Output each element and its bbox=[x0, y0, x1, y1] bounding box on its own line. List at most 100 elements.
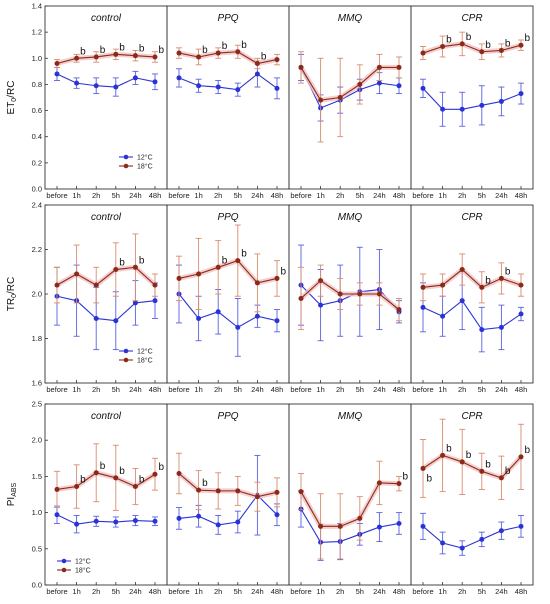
series-warm bbox=[176, 452, 280, 512]
y-tick-label: 0.5 bbox=[32, 544, 42, 553]
x-tick-label: 48h bbox=[393, 385, 406, 394]
data-point bbox=[235, 488, 241, 494]
panel-control: control before 1h 2h 5h 24h 48h b b b b b 12°C18°C bbox=[44, 403, 168, 596]
data-point bbox=[152, 298, 158, 304]
x-tick-label: before bbox=[168, 191, 189, 200]
panel-mmq: MMQ before 1h 2h 5h 24h 48h bbox=[288, 5, 412, 200]
data-point bbox=[132, 484, 138, 490]
y-tick-label: 1.5 bbox=[32, 472, 42, 481]
significance-marker: b bbox=[261, 52, 267, 63]
significance-marker: b bbox=[403, 472, 409, 483]
x-tick-label: before bbox=[168, 587, 189, 596]
data-point bbox=[196, 315, 202, 321]
data-point bbox=[357, 291, 363, 297]
data-point bbox=[196, 83, 202, 89]
series-line bbox=[422, 43, 522, 54]
y-axis-label-main: TR bbox=[6, 298, 17, 311]
data-point bbox=[254, 280, 260, 286]
panel-title: CPR bbox=[461, 411, 482, 422]
data-point bbox=[518, 311, 524, 317]
x-tick-label: 2h bbox=[92, 385, 100, 394]
data-point bbox=[318, 302, 324, 308]
x-tick-label: 24h bbox=[495, 191, 508, 200]
series-warm bbox=[420, 253, 524, 304]
x-tick-label: 48h bbox=[149, 385, 162, 394]
y-axis-label-rest: /RC bbox=[6, 81, 17, 98]
data-point bbox=[254, 313, 260, 319]
series-warm bbox=[176, 224, 280, 313]
x-tick-label: before bbox=[412, 191, 433, 200]
x-tick-label: 48h bbox=[393, 587, 406, 596]
legend-label: 12°C bbox=[75, 558, 91, 566]
significance-marker: b bbox=[159, 45, 165, 56]
x-tick-label: 24h bbox=[373, 385, 386, 394]
data-point bbox=[298, 489, 304, 495]
x-tick-label: 5h bbox=[356, 191, 364, 200]
significance-marker: b bbox=[119, 42, 125, 53]
y-axis-label: TR0/RC bbox=[6, 277, 18, 311]
data-point bbox=[440, 313, 446, 319]
data-point bbox=[479, 284, 485, 290]
data-point bbox=[113, 51, 119, 57]
legend-label: 18°C bbox=[75, 567, 91, 575]
series-line bbox=[56, 514, 156, 525]
series-line bbox=[178, 494, 278, 526]
significance-marker: b bbox=[119, 258, 125, 269]
data-point bbox=[459, 298, 465, 304]
data-point bbox=[235, 87, 241, 93]
data-point bbox=[440, 540, 446, 546]
data-point bbox=[479, 536, 485, 542]
data-point bbox=[74, 55, 80, 61]
y-axis-label-rest: /RC bbox=[6, 277, 17, 294]
series-line bbox=[422, 87, 522, 110]
data-point bbox=[498, 475, 504, 481]
data-point bbox=[176, 50, 182, 56]
data-point bbox=[215, 50, 221, 56]
series-cold bbox=[176, 60, 280, 100]
x-tick-label: 5h bbox=[478, 385, 486, 394]
y-axis-label-subscript: 0 bbox=[11, 98, 18, 102]
series-line bbox=[56, 295, 156, 322]
x-tick-label: before bbox=[46, 587, 67, 596]
significance-marker: b bbox=[80, 475, 86, 486]
y-tick-label: 2.2 bbox=[32, 245, 42, 254]
series-line bbox=[56, 53, 156, 65]
x-tick-label: 2h bbox=[458, 191, 466, 200]
x-tick-label: 1h bbox=[438, 587, 446, 596]
x-tick-label: 24h bbox=[251, 385, 264, 394]
y-tick-label: 1.0 bbox=[32, 508, 42, 517]
data-point bbox=[196, 487, 202, 493]
x-tick-label: 24h bbox=[129, 385, 142, 394]
y-tick-label: 1.4 bbox=[32, 2, 42, 11]
y-axis-label: PIABS bbox=[6, 482, 18, 506]
x-tick-label: 1h bbox=[438, 385, 446, 394]
data-point bbox=[337, 291, 343, 297]
x-tick-label: before bbox=[168, 385, 189, 394]
significance-marker: b bbox=[241, 249, 247, 260]
significance-marker: b bbox=[222, 255, 228, 266]
x-tick-label: 24h bbox=[129, 191, 142, 200]
data-point bbox=[420, 465, 426, 471]
series-warm bbox=[54, 233, 158, 304]
data-point bbox=[132, 53, 138, 59]
y-tick-label: 2.4 bbox=[32, 201, 42, 210]
data-point bbox=[274, 489, 280, 495]
x-tick-label: 5h bbox=[478, 587, 486, 596]
x-tick-label: 2h bbox=[458, 385, 466, 394]
data-point bbox=[396, 83, 402, 89]
series-line bbox=[56, 472, 156, 490]
x-tick-label: 1h bbox=[194, 385, 202, 394]
data-point bbox=[440, 106, 446, 112]
series-warm bbox=[298, 460, 402, 560]
data-point bbox=[132, 264, 138, 270]
data-point bbox=[479, 327, 485, 333]
panel-title: control bbox=[91, 411, 122, 422]
significance-marker: b bbox=[202, 45, 208, 56]
chart-row-3: PIABS 0.0 0.5 1.0 1.5 2.0 2.5 control before 1h 2h… bbox=[6, 400, 534, 596]
panel-title: MMQ bbox=[338, 13, 363, 24]
significance-marker: b bbox=[139, 44, 145, 55]
significance-marker: b bbox=[446, 443, 452, 454]
data-point bbox=[196, 271, 202, 277]
significance-marker: b bbox=[139, 475, 145, 486]
